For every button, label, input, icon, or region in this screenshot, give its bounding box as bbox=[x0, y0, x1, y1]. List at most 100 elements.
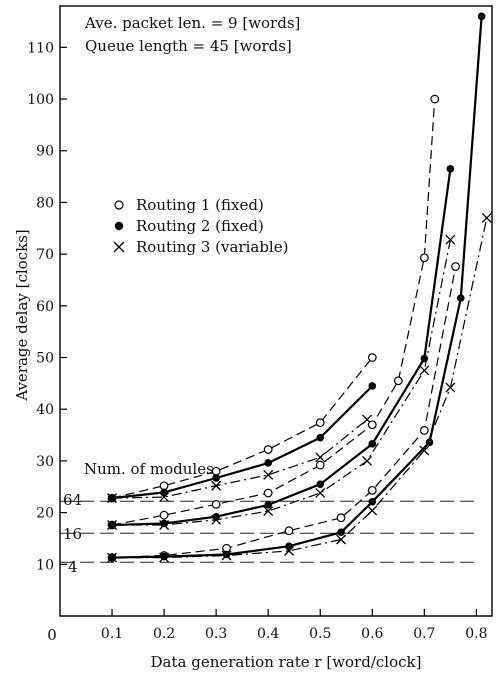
point-4-r3-3 bbox=[284, 545, 294, 556]
point-4-r1-4 bbox=[336, 513, 346, 523]
point-64-r1-5 bbox=[367, 353, 377, 362]
point-4-r2-1 bbox=[160, 552, 168, 561]
point-4-r3-1 bbox=[159, 552, 170, 563]
point-4-r3-7 bbox=[445, 382, 456, 393]
point-16-r1-4 bbox=[315, 460, 325, 470]
point-64-r1-1 bbox=[159, 481, 169, 491]
y-tick-label-40: 40 bbox=[36, 402, 54, 418]
point-16-r1-8 bbox=[430, 94, 440, 104]
point-4-r3-4 bbox=[336, 534, 347, 545]
point-4-r3-6 bbox=[419, 445, 430, 456]
x-tick-label-0.4: 0.4 bbox=[257, 626, 279, 642]
series-markers bbox=[107, 12, 492, 563]
point-4-r3-8 bbox=[481, 212, 492, 223]
param-packet-length: Ave. packet len. = 9 [words] bbox=[84, 14, 300, 32]
series-line-4-routing-1 bbox=[111, 266, 457, 559]
point-4-r2-5 bbox=[368, 497, 377, 506]
legend-label-routing-1: Routing 1 (fixed) bbox=[136, 196, 264, 214]
y-tick-label-70: 70 bbox=[36, 247, 54, 263]
series-line-4-routing-3 bbox=[112, 217, 488, 559]
x-tick-label-0.1: 0.1 bbox=[101, 626, 123, 642]
series-line-16-routing-2 bbox=[111, 168, 452, 527]
x-axis-label: Data generation rate r [word/clock] bbox=[151, 653, 422, 671]
point-16-r1-5 bbox=[367, 420, 377, 430]
point-64-r3-2 bbox=[211, 480, 222, 491]
point-4-r1-6 bbox=[419, 426, 429, 435]
y-tick-label-30: 30 bbox=[36, 454, 54, 470]
point-16-r2-6 bbox=[420, 354, 429, 363]
y-tick-label-60: 60 bbox=[36, 299, 54, 315]
x-tick-label-0.8: 0.8 bbox=[465, 626, 487, 642]
point-64-r3-3 bbox=[263, 469, 274, 480]
point-4-r3-0 bbox=[107, 552, 118, 563]
legend-label-routing-2: Routing 2 (fixed) bbox=[136, 217, 264, 235]
legend-cross-icon bbox=[113, 241, 125, 253]
param-queue-length: Queue length = 45 [words] bbox=[85, 37, 292, 55]
point-16-r3-5 bbox=[362, 455, 373, 466]
point-64-r1-3 bbox=[263, 445, 273, 454]
point-4-r2-8 bbox=[477, 12, 486, 21]
x-tick-label-0.2: 0.2 bbox=[153, 626, 175, 642]
point-4-r2-7 bbox=[456, 294, 465, 302]
x-tick-label-0.7: 0.7 bbox=[413, 626, 435, 642]
point-4-r2-2 bbox=[222, 550, 231, 559]
point-16-r2-1 bbox=[160, 519, 168, 528]
module-label-4: 4 bbox=[68, 558, 78, 576]
y-tick-label-80: 80 bbox=[36, 195, 54, 211]
y-axis-label: Average delay [clocks] bbox=[13, 229, 31, 402]
point-4-r2-4 bbox=[337, 528, 345, 537]
legend: Routing 1 (fixed) Routing 2 (fixed) Rout… bbox=[113, 196, 288, 256]
plot-frame bbox=[59, 5, 493, 617]
point-16-r1-3 bbox=[263, 488, 273, 498]
series-line-64-routing-1 bbox=[111, 357, 373, 499]
module-label-64: 64 bbox=[63, 491, 82, 509]
y-tick-label-50: 50 bbox=[36, 351, 54, 367]
point-4-r3-5 bbox=[367, 505, 378, 516]
point-16-r1-6 bbox=[393, 376, 403, 386]
point-64-r1-4 bbox=[315, 418, 325, 428]
y-axis: 10 20 30 40 50 60 70 80 90 100 110 bbox=[27, 40, 67, 573]
point-16-r1-2 bbox=[211, 499, 221, 509]
point-16-r3-6 bbox=[419, 365, 430, 376]
point-4-r3-2 bbox=[221, 550, 232, 561]
series-line-64-routing-2 bbox=[111, 385, 374, 500]
point-64-r3-0 bbox=[107, 493, 118, 504]
y-tick-label-20: 20 bbox=[36, 506, 54, 522]
point-4-r1-7 bbox=[451, 262, 460, 271]
point-4-r1-5 bbox=[367, 485, 377, 495]
point-64-r3-1 bbox=[159, 492, 170, 503]
point-16-r1-7 bbox=[419, 253, 429, 263]
point-16-r2-7 bbox=[446, 165, 455, 173]
y-tick-label-110: 110 bbox=[27, 40, 54, 56]
point-4-r2-6 bbox=[425, 438, 434, 447]
point-16-r2-3 bbox=[264, 501, 272, 509]
point-64-r2-5 bbox=[368, 382, 377, 390]
legend-open-circle-icon bbox=[114, 200, 124, 210]
point-16-r3-0 bbox=[107, 520, 118, 530]
point-16-r3-4 bbox=[315, 488, 326, 498]
point-16-r3-1 bbox=[159, 520, 170, 530]
reference-lines bbox=[60, 500, 480, 563]
point-64-r2-3 bbox=[264, 459, 272, 467]
point-64-r2-4 bbox=[316, 433, 325, 442]
legend-filled-circle-icon bbox=[114, 221, 124, 231]
point-16-r1-1 bbox=[159, 510, 169, 520]
point-16-r2-5 bbox=[368, 440, 377, 448]
module-label-16: 16 bbox=[63, 525, 82, 543]
x-tick-label-0.5: 0.5 bbox=[309, 626, 331, 642]
y-tick-label-90: 90 bbox=[36, 144, 54, 160]
y-tick-label-10: 10 bbox=[36, 557, 54, 573]
series-line-16-routing-3 bbox=[112, 239, 451, 526]
point-16-r3-7 bbox=[445, 234, 456, 245]
modules-header: Num. of modules bbox=[84, 460, 214, 478]
point-16-r3-2 bbox=[211, 514, 222, 525]
x-tick-label-0.6: 0.6 bbox=[361, 626, 383, 642]
point-64-r2-2 bbox=[212, 474, 220, 482]
x-axis: 0.1 0.2 0.3 0.4 0.5 0.6 0.7 0.8 bbox=[101, 609, 488, 642]
series-line-64-routing-3 bbox=[111, 419, 368, 499]
point-4-r1-3 bbox=[284, 526, 294, 536]
origin-label: 0 bbox=[47, 626, 57, 644]
point-64-r3-4 bbox=[315, 452, 326, 463]
point-16-r3-3 bbox=[263, 506, 274, 517]
